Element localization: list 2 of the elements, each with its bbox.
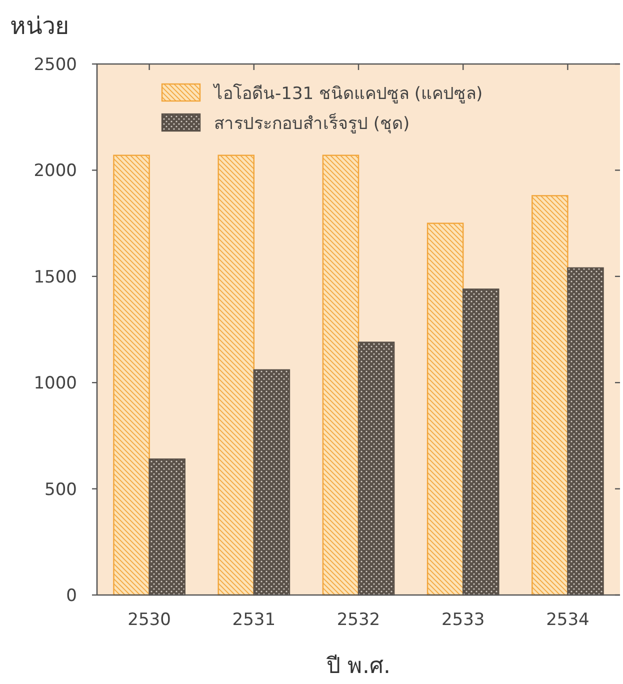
xlabel: ปี พ.ศ.: [326, 654, 390, 679]
ylabel: หน่วย: [10, 12, 69, 40]
